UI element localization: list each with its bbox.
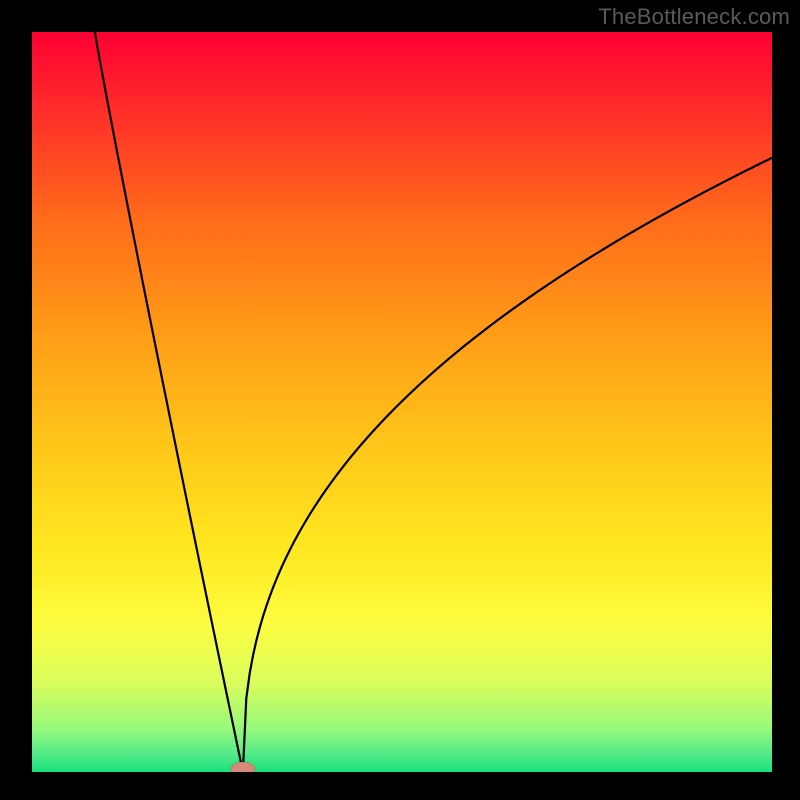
watermark-label: TheBottleneck.com: [598, 4, 790, 30]
bottleneck-curve-chart: [32, 32, 772, 772]
chart-container: TheBottleneck.com: [0, 0, 800, 800]
